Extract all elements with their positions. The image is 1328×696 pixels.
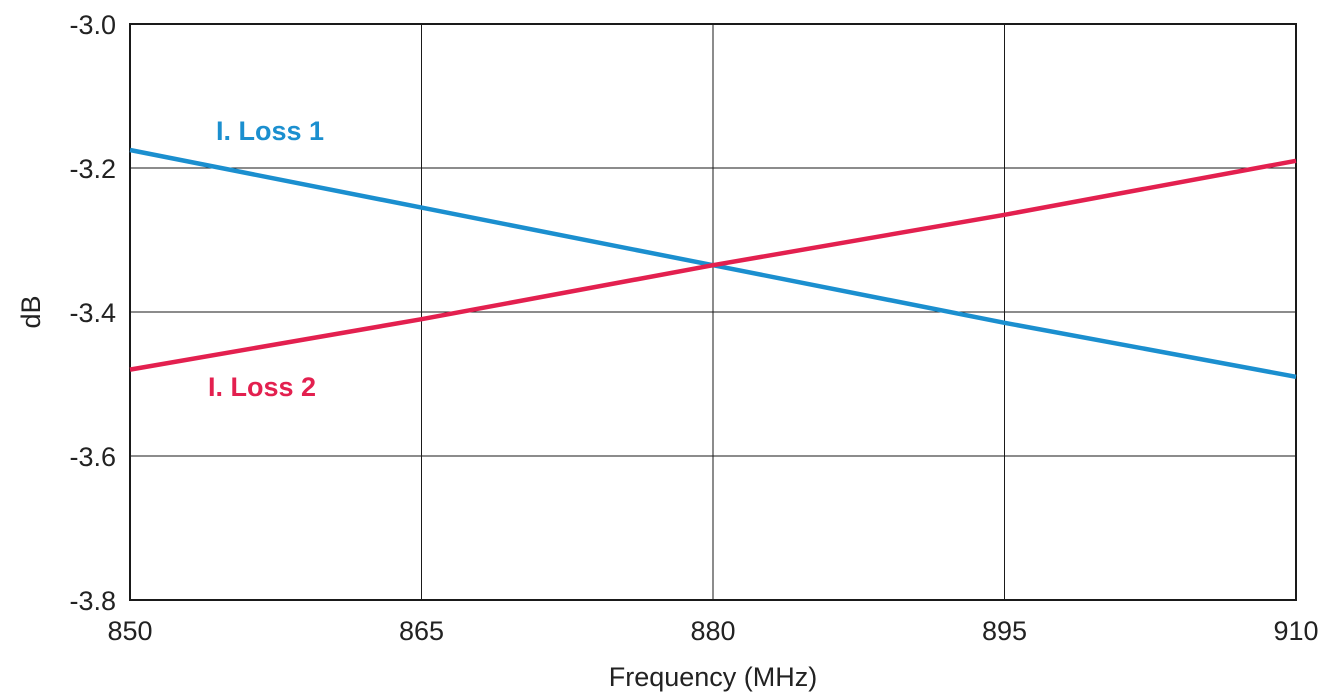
y-tick-label: -3.6 (69, 442, 116, 472)
y-tick-label: -3.2 (69, 154, 116, 184)
series-labels: I. Loss 1 I. Loss 2 (208, 116, 324, 402)
y-axis-ticks: -3.0 -3.2 -3.4 -3.6 -3.8 (69, 10, 116, 616)
y-tick-label: -3.8 (69, 586, 116, 616)
series-line-2 (129, 158, 1297, 372)
y-tick-label: -3.0 (69, 10, 116, 40)
x-tick-label: 865 (399, 616, 444, 646)
plot-area (129, 23, 1297, 601)
series-lines (129, 147, 1297, 380)
x-axis-ticks: 850 865 880 895 910 (107, 616, 1318, 646)
series-label-2: I. Loss 2 (208, 372, 316, 402)
y-axis-title: dB (16, 295, 46, 328)
x-axis-title: Frequency (MHz) (609, 662, 818, 692)
x-tick-label: 880 (690, 616, 735, 646)
y-tick-label: -3.4 (69, 298, 116, 328)
grid-lines (129, 23, 1297, 601)
x-tick-label: 910 (1273, 616, 1318, 646)
series-label-1: I. Loss 1 (216, 116, 324, 146)
x-tick-label: 895 (982, 616, 1027, 646)
x-tick-label: 850 (107, 616, 152, 646)
